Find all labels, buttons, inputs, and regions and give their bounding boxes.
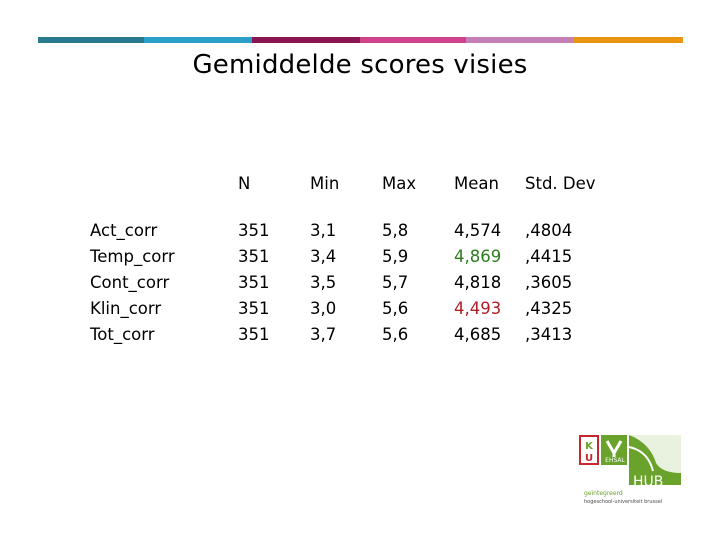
cell-n: 351 [238, 247, 270, 266]
header-stripe-bar [38, 37, 683, 43]
header-std-dev: Std. Dev [525, 174, 596, 193]
table-row: Klin_corr 351 3,0 5,6 4,493 ,4325 [90, 296, 625, 322]
cell-min: 3,1 [310, 221, 337, 240]
slide-title: Gemiddelde scores visies [192, 50, 528, 80]
logo-ehsal-text: EHSAL [603, 457, 627, 464]
row-label: Tot_corr [90, 325, 155, 344]
logo-tagline-1: geïntegreerd [584, 490, 623, 497]
cell-max: 5,6 [382, 325, 409, 344]
table-row: Act_corr 351 3,1 5,8 4,574 ,4804 [90, 218, 625, 244]
cell-mean: 4,574 [454, 221, 502, 240]
cell-n: 351 [238, 299, 270, 318]
cell-min: 3,4 [310, 247, 337, 266]
stripe-teal [38, 37, 144, 43]
stripe-orange [573, 37, 683, 43]
header-n: N [238, 174, 251, 193]
cell-n: 351 [238, 273, 270, 292]
cell-mean: 4,685 [454, 325, 502, 344]
header-min: Min [310, 174, 340, 193]
table-row: Cont_corr 351 3,5 5,7 4,818 ,3605 [90, 270, 625, 296]
row-label: Klin_corr [90, 299, 162, 318]
cell-std-dev: ,3605 [525, 273, 573, 292]
cell-n: 351 [238, 325, 270, 344]
cell-std-dev: ,4325 [525, 299, 573, 318]
cell-max: 5,8 [382, 221, 409, 240]
row-label: Cont_corr [90, 273, 170, 292]
cell-mean-highlight-red: 4,493 [454, 299, 502, 318]
cell-n: 351 [238, 221, 270, 240]
cell-min: 3,5 [310, 273, 337, 292]
cell-max: 5,9 [382, 247, 409, 266]
header-max: Max [382, 174, 417, 193]
stripe-blue [144, 37, 252, 43]
svg-text:U: U [585, 453, 593, 464]
cell-mean-highlight-green: 4,869 [454, 247, 502, 266]
table-spacer [90, 198, 625, 218]
table-row: Temp_corr 351 3,4 5,9 4,869 ,4415 [90, 244, 625, 270]
cell-min: 3,0 [310, 299, 337, 318]
stripe-orchid [466, 37, 573, 43]
stripe-plum [252, 37, 360, 43]
logo-ku-text: KU [592, 437, 593, 438]
cell-min: 3,7 [310, 325, 337, 344]
row-label: Act_corr [90, 221, 158, 240]
table-header-row: N Min Max Mean Std. Dev [90, 170, 625, 198]
table-row: Tot_corr 351 3,7 5,6 4,685 ,3413 [90, 322, 625, 348]
header-label [90, 170, 238, 198]
cell-std-dev: ,3413 [525, 325, 573, 344]
cell-max: 5,7 [382, 273, 409, 292]
logo-hub-text: HUB [633, 474, 664, 490]
cell-mean: 4,818 [454, 273, 502, 292]
cell-std-dev: ,4415 [525, 247, 573, 266]
scores-table: N Min Max Mean Std. Dev Act_corr 351 3,1… [90, 170, 625, 348]
svg-text:K: K [585, 441, 594, 452]
row-label: Temp_corr [90, 247, 175, 266]
cell-max: 5,6 [382, 299, 409, 318]
stripe-magenta [360, 37, 466, 43]
cell-std-dev: ,4804 [525, 221, 573, 240]
logo-tagline-2: hogeschool-universiteit brussel [584, 499, 663, 505]
hub-logo: K U [579, 435, 681, 485]
header-mean: Mean [454, 174, 499, 193]
